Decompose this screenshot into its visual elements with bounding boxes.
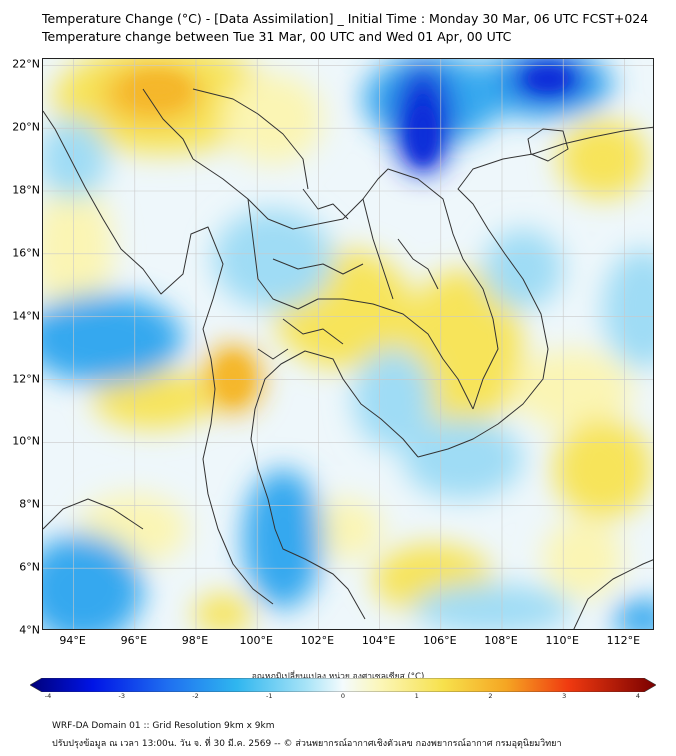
lon-tick-label: 100°E <box>239 634 273 647</box>
lon-tick-label: 98°E <box>181 634 209 647</box>
lon-tick-label: 112°E <box>606 634 641 647</box>
lat-tick-label: 8°N <box>19 497 40 511</box>
footer-credit: ปรับปรุงข้อมูล ณ เวลา 13:00น. วัน จ. ที่… <box>52 739 562 749</box>
colorbar-tick-label: 1 <box>414 692 419 700</box>
colorbar-title: อุณหภูมิเปลี่ยนแปลง หน่วย องศาเซลเซียส (… <box>251 672 425 682</box>
colorbar-tick-label: -4 <box>44 692 52 700</box>
colorbar-tick-label: -1 <box>266 692 273 700</box>
lat-tick-label: 16°N <box>12 246 40 260</box>
lat-tick-label: 20°N <box>12 120 40 134</box>
chart-subtitle: Temperature change between Tue 31 Mar, 0… <box>42 29 512 44</box>
lat-tick-label: 10°N <box>12 434 40 448</box>
lon-tick-label: 102°E <box>300 634 335 647</box>
lon-tick-label: 104°E <box>361 634 396 647</box>
colorbar-ramp <box>30 678 656 692</box>
lat-lon-grid <box>43 59 653 629</box>
lat-tick-label: 12°N <box>12 372 40 386</box>
lon-tick-label: 108°E <box>484 634 518 647</box>
lat-tick-label: 18°N <box>12 183 40 197</box>
colorbar-tick-label: 0 <box>340 692 346 700</box>
colorbar-tick-label: -3 <box>118 692 125 700</box>
colorbar-tick-label: 2 <box>488 692 493 700</box>
lon-tick-label: 106°E <box>423 634 457 647</box>
lat-tick-label: 14°N <box>12 309 40 323</box>
temperature-field-detail <box>128 67 570 401</box>
lon-tick-label: 110°E <box>545 634 579 647</box>
lat-tick-label: 4°N <box>19 623 40 637</box>
colorbar-tick-label: 4 <box>635 692 641 700</box>
lon-tick-label: 94°E <box>59 634 86 647</box>
footer-model-info: WRF-DA Domain 01 :: Grid Resolution 9km … <box>52 721 275 731</box>
lat-tick-label: 22°N <box>12 57 40 71</box>
chart-title: Temperature Change (°C) - [Data Assimila… <box>42 11 649 26</box>
lon-tick-label: 96°E <box>120 634 148 647</box>
colorbar-tick-label: 3 <box>562 692 567 700</box>
colorbar <box>30 678 656 692</box>
country-borders <box>43 88 653 629</box>
colorbar-tick-label: -2 <box>192 692 199 700</box>
temperature-change-map[interactable] <box>42 58 654 630</box>
lat-tick-label: 6°N <box>19 560 40 574</box>
